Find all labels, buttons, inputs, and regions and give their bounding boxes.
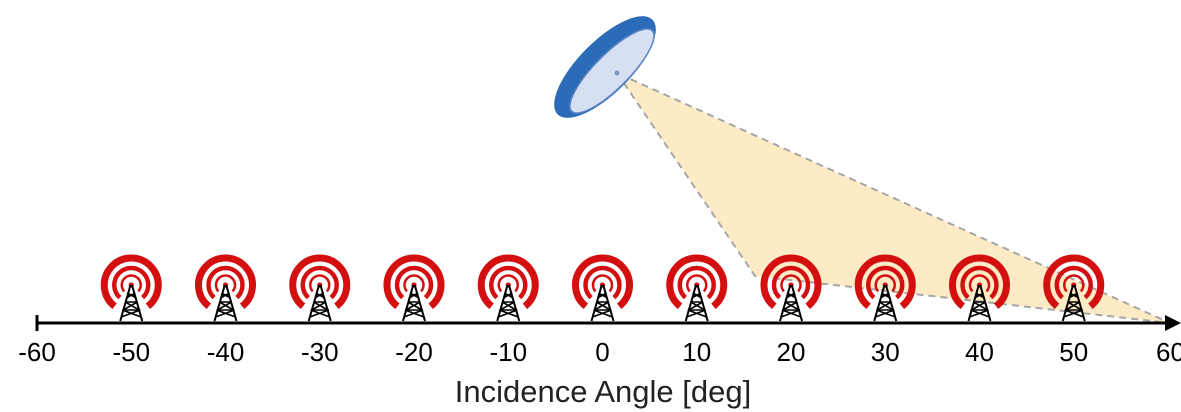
signal-arc xyxy=(195,254,256,310)
signal-arc xyxy=(112,265,151,300)
radio-tower-icon xyxy=(477,254,539,322)
signal-arc xyxy=(968,274,991,293)
tick-label: -20 xyxy=(395,337,433,367)
signal-arc xyxy=(120,274,142,293)
radio-tower-icon xyxy=(289,254,351,322)
signal-arc xyxy=(309,274,331,293)
signal-arc xyxy=(477,254,539,310)
radio-tower-icon xyxy=(100,254,162,322)
radio-tower-icon xyxy=(572,254,633,322)
signal-arc xyxy=(1063,274,1085,293)
signal-arc xyxy=(383,254,445,310)
radio-tower-icon xyxy=(666,254,728,322)
signal-arc xyxy=(866,265,905,300)
tick-label: -50 xyxy=(112,337,150,367)
radio-tower-icon xyxy=(383,254,445,322)
tick-label: -10 xyxy=(489,337,527,367)
incidence-axis: -60 -50 -40 -30 -20 -10 0 10 20 30 40 50 60 xyxy=(18,315,1181,367)
axis-arrowhead xyxy=(1165,315,1181,331)
tick-label: 10 xyxy=(682,337,711,367)
radio-tower-icon xyxy=(760,254,822,322)
tick-label: -60 xyxy=(18,337,56,367)
signal-arc xyxy=(1054,265,1093,300)
tick-label: 40 xyxy=(965,337,994,367)
tick-label: -30 xyxy=(301,337,339,367)
tick-label: -40 xyxy=(207,337,245,367)
signal-arc xyxy=(854,254,916,310)
radio-tower-icon xyxy=(854,254,916,322)
signal-arc xyxy=(960,265,999,300)
signal-arc xyxy=(489,265,528,300)
radio-tower-icon xyxy=(1043,254,1105,322)
signal-arc xyxy=(497,274,519,293)
signal-arc xyxy=(686,274,708,293)
signal-arc xyxy=(214,274,237,293)
signal-arc xyxy=(780,274,802,293)
tick-label: 0 xyxy=(595,337,609,367)
radio-tower-icon xyxy=(949,254,1010,322)
signal-arc xyxy=(300,265,339,300)
radio-tower-icon xyxy=(195,254,256,322)
signal-arc xyxy=(583,265,622,300)
axis-title: Incidence Angle [deg] xyxy=(455,374,751,409)
satellite-dish-icon xyxy=(554,16,656,118)
signal-arc xyxy=(394,265,434,300)
signal-arc xyxy=(403,274,425,293)
signal-arc xyxy=(771,265,811,300)
signal-arc xyxy=(760,254,822,310)
signal-arc xyxy=(949,254,1010,310)
signal-arc xyxy=(100,254,162,310)
signal-arc xyxy=(677,265,716,300)
emitter-row xyxy=(100,254,1105,322)
tick-label: 20 xyxy=(777,337,806,367)
signal-arc xyxy=(666,254,728,310)
signal-arc xyxy=(572,254,633,310)
antenna-beam xyxy=(614,70,1171,324)
signal-arc xyxy=(1043,254,1105,310)
signal-arc xyxy=(206,265,245,300)
signal-arc xyxy=(591,274,614,293)
signal-arc xyxy=(874,274,896,293)
tick-label: 50 xyxy=(1059,337,1088,367)
tick-label: 60 xyxy=(1156,337,1181,367)
signal-arc xyxy=(289,254,351,310)
tick-label: 30 xyxy=(871,337,900,367)
